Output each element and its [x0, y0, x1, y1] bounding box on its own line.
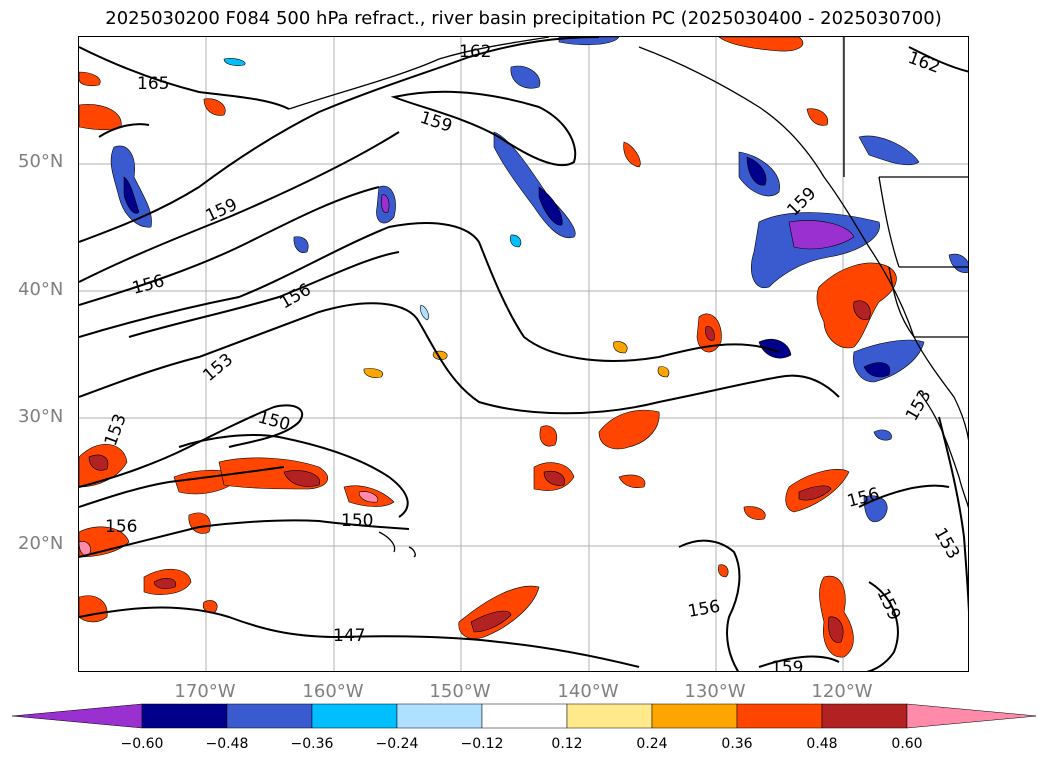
colorbar-segment	[311, 703, 398, 729]
contour-label: 147	[333, 626, 365, 646]
map-canvas: 165 162 162 159 159 159 156 156 156 156 …	[79, 37, 968, 672]
gridlines	[79, 37, 968, 671]
contour-label: 162	[905, 48, 942, 78]
colorbar-segment	[226, 703, 313, 729]
lon-label-120w: 120°W	[811, 681, 873, 702]
lat-label-50n: 50°N	[18, 151, 64, 172]
contour-label: 153	[930, 525, 964, 563]
lat-label-30n: 30°N	[18, 406, 64, 427]
contour-lines	[79, 37, 968, 671]
contour-label: 153	[902, 386, 936, 424]
contour-label: 156	[130, 271, 167, 299]
lon-label-140w: 140°W	[557, 681, 619, 702]
colorbar-tick-label: 0.60	[891, 736, 923, 752]
contour-label: 156	[686, 597, 721, 622]
colorbar-tick-label: 0.36	[721, 736, 753, 752]
lat-label-40n: 40°N	[18, 279, 64, 300]
colorbar-tick-label: −0.48	[205, 736, 249, 752]
colorbar-tick-label: −0.60	[120, 736, 164, 752]
colorbar-segment	[566, 703, 653, 729]
colorbar-tick-label: −0.36	[290, 736, 334, 752]
colorbar-tick-label: 0.12	[551, 736, 583, 752]
colorbar-segment	[141, 703, 228, 729]
colorbar-segment	[651, 703, 738, 729]
precip-positive-areas	[79, 37, 897, 658]
lat-label-20n: 20°N	[18, 533, 64, 554]
colorbar-svg	[11, 703, 1038, 729]
map-panel: 165 162 162 159 159 159 156 156 156 156 …	[78, 36, 969, 672]
contour-label: 150	[341, 511, 373, 531]
colorbar-tick-label: −0.24	[375, 736, 419, 752]
contour-label: 165	[137, 74, 169, 94]
coastlines	[288, 37, 968, 558]
colorbar-tick-label: 0.24	[636, 736, 668, 752]
contour-label: 150	[256, 408, 293, 436]
contour-label: 159	[203, 195, 241, 227]
contour-label: 159	[872, 586, 904, 624]
lon-label-170w: 170°W	[174, 681, 236, 702]
colorbar-extend-high	[906, 703, 1038, 729]
colorbar-segment	[396, 703, 483, 729]
lon-label-160w: 160°W	[302, 681, 364, 702]
contour-label: 162	[459, 42, 491, 62]
lon-label-130w: 130°W	[684, 681, 746, 702]
contour-label: 153	[101, 411, 131, 448]
colorbar-segment	[481, 703, 568, 729]
contour-label-group: 165 162 162 159 159 159 156 156 156 156 …	[101, 42, 964, 672]
contour-label: 159	[771, 658, 803, 672]
colorbar	[11, 703, 1038, 733]
colorbar-tick-label: −0.12	[460, 736, 504, 752]
colorbar-tick-label: 0.48	[806, 736, 838, 752]
map-title: 2025030200 F084 500 hPa refract., river …	[105, 8, 942, 29]
precip-negative-areas	[110, 37, 968, 522]
contour-label: 156	[105, 517, 137, 537]
contour-label: 159	[417, 108, 454, 137]
lon-label-150w: 150°W	[429, 681, 491, 702]
colorbar-extend-low	[11, 703, 143, 729]
colorbar-segment	[736, 703, 823, 729]
colorbar-segment	[821, 703, 908, 729]
